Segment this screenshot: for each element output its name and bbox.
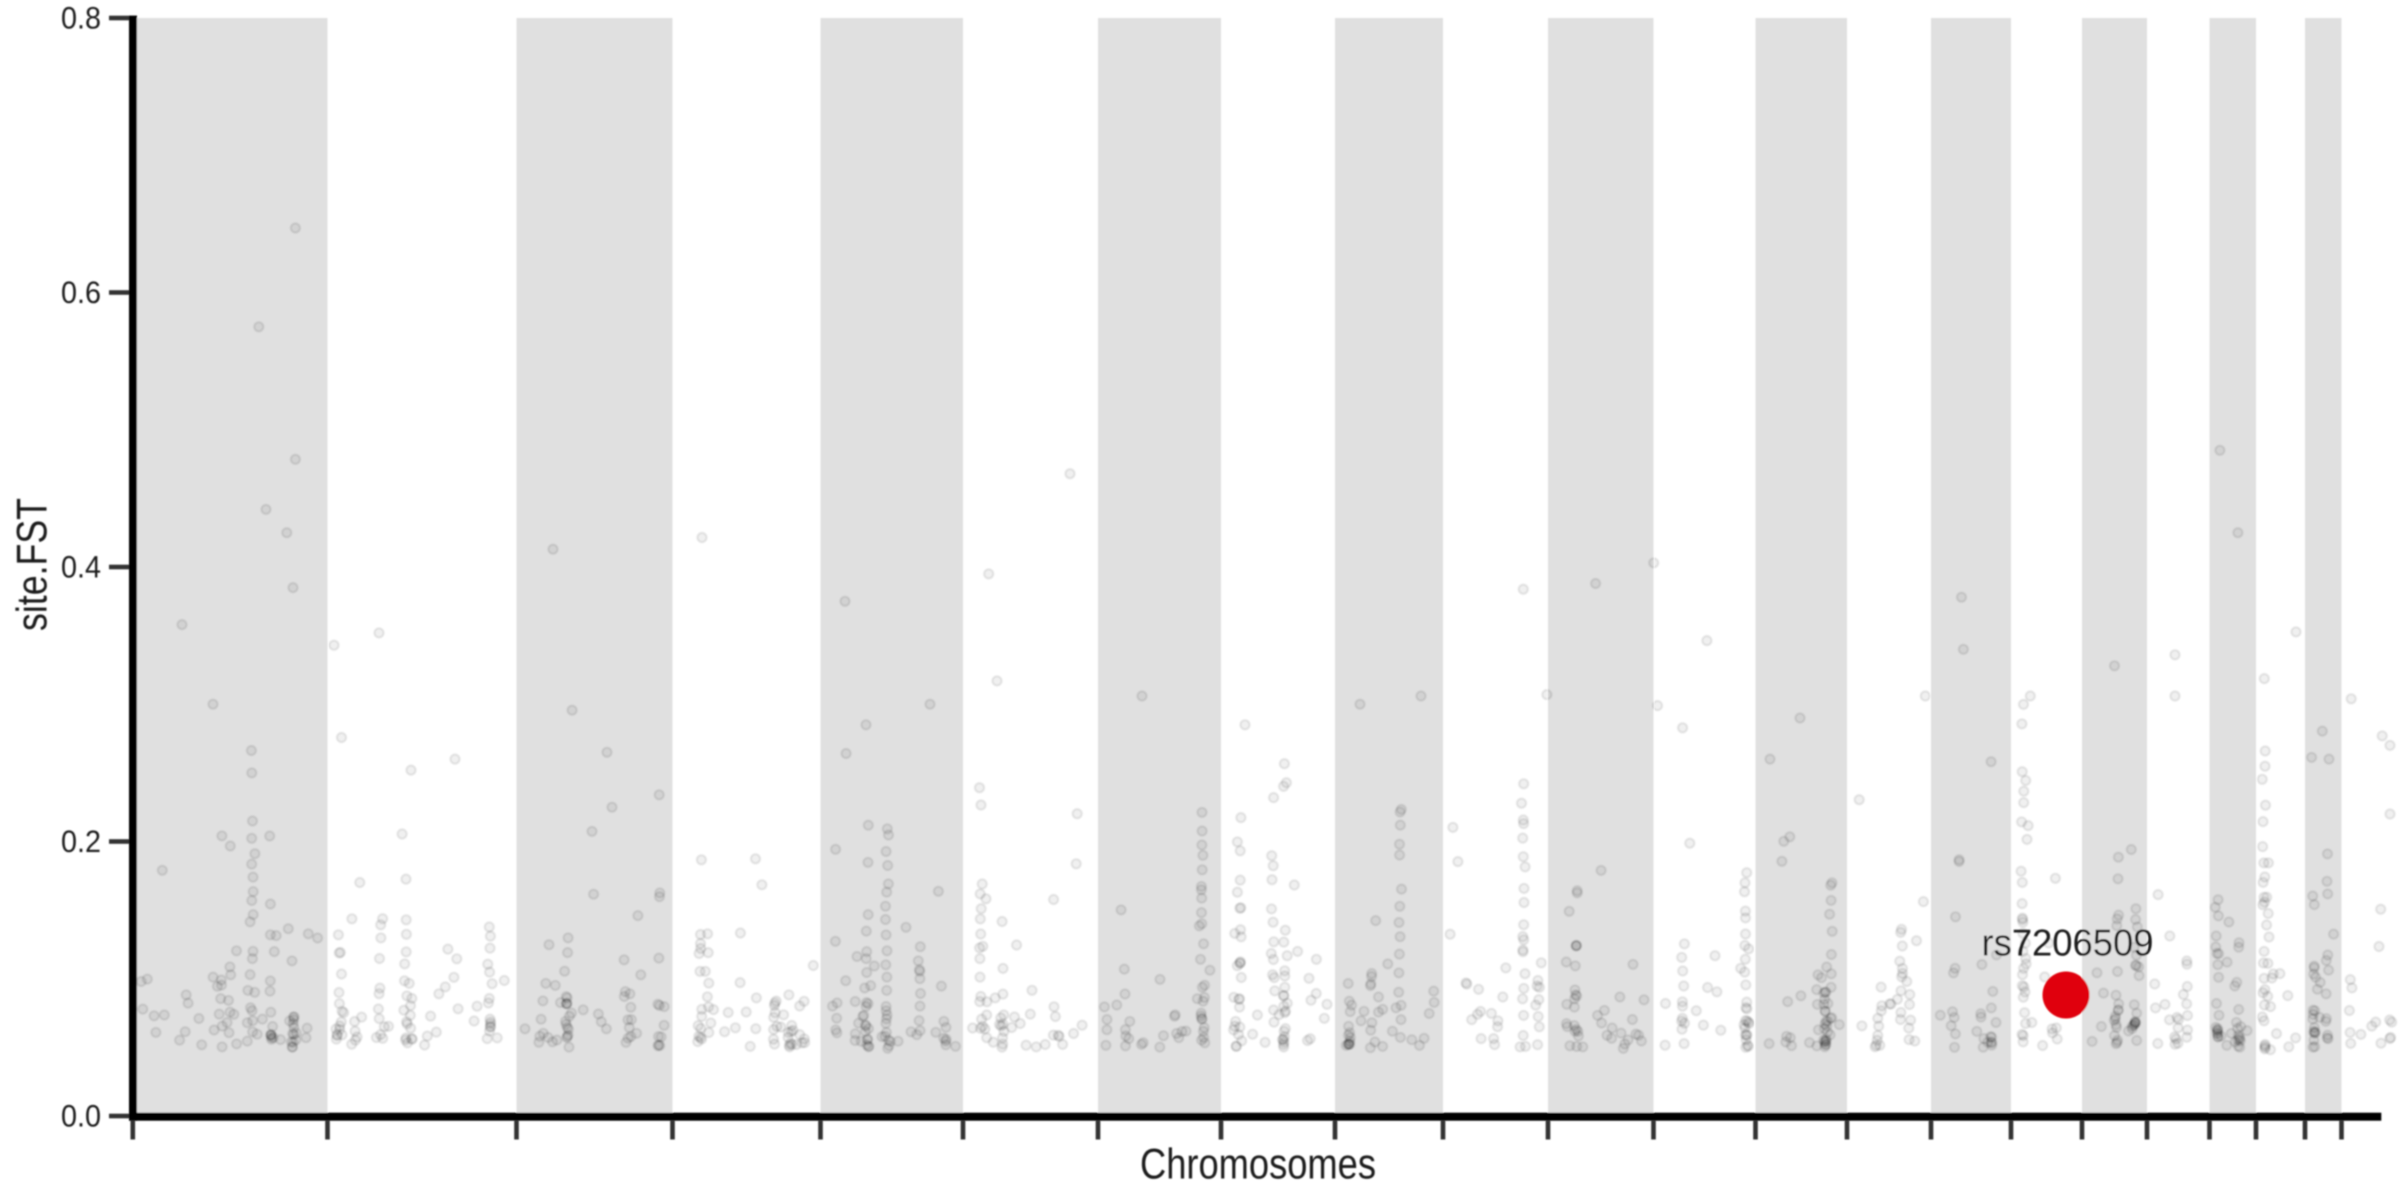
svg-text:0.6: 0.6 [61,275,101,310]
svg-text:0.2: 0.2 [61,824,101,859]
svg-text:0.4: 0.4 [61,550,101,585]
svg-text:0.8: 0.8 [61,1,101,36]
svg-text:rs7206509: rs7206509 [1982,921,2154,963]
svg-text:site.FST: site.FST [9,498,57,631]
svg-text:Chromosomes: Chromosomes [1140,1141,1376,1189]
svg-text:0.0: 0.0 [61,1099,101,1134]
